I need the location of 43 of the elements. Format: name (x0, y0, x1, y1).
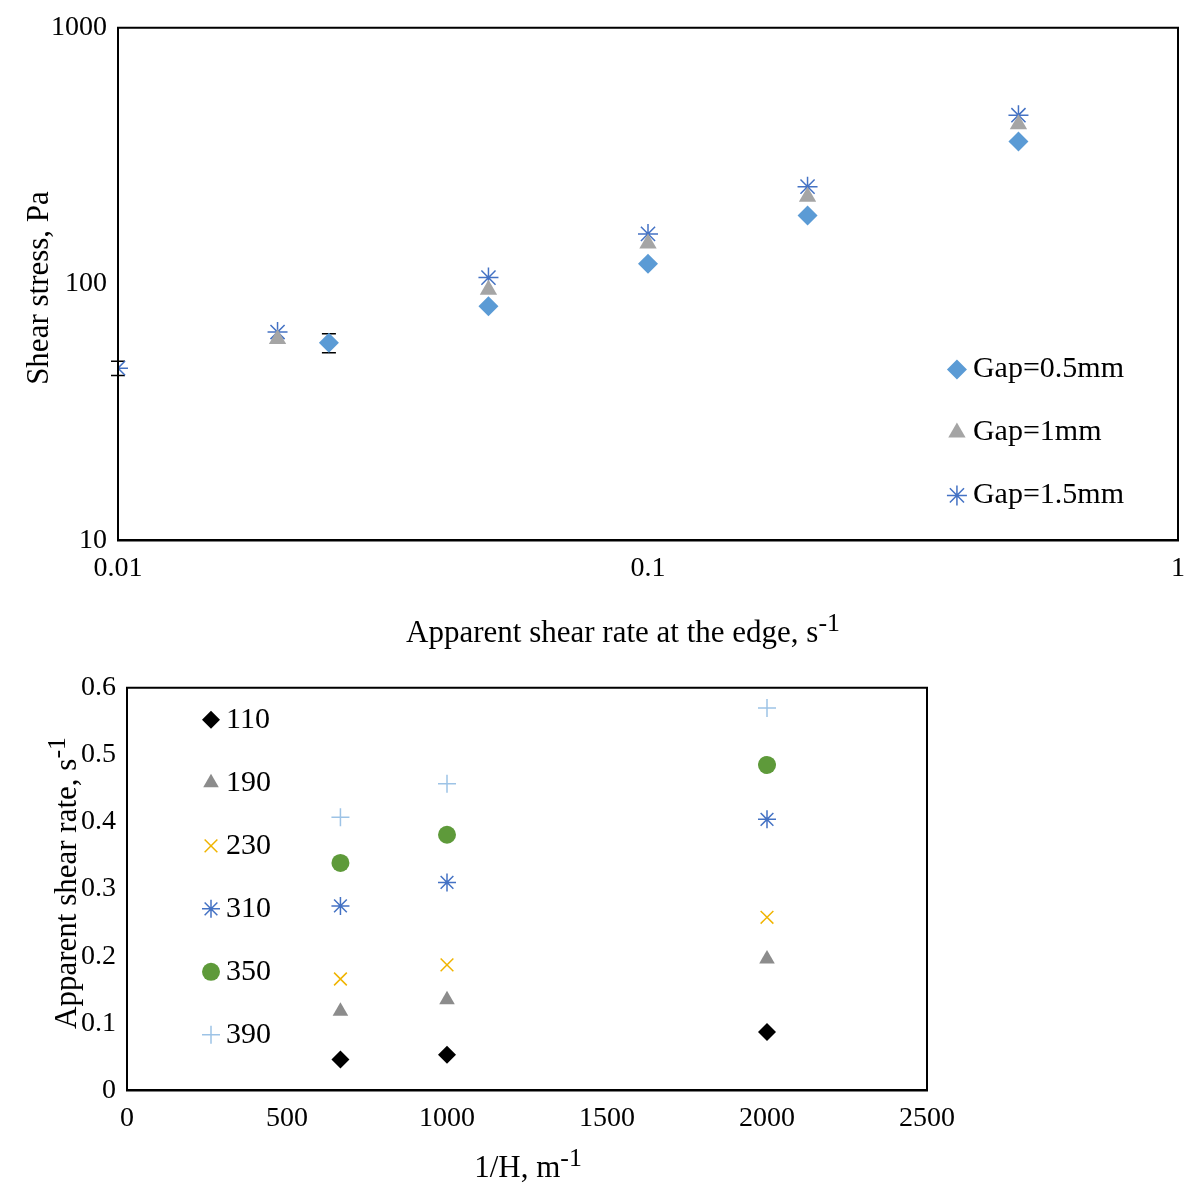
legend-label: Gap=1mm (972, 413, 1102, 447)
point (758, 755, 776, 774)
legend-label: 310 (226, 889, 271, 923)
point (330, 896, 351, 916)
legend-label: 110 (226, 700, 270, 734)
legend-label: Gap=1.5mm (972, 476, 1125, 510)
x-axis-title: Apparent shear rate at the edge, s$^{-1}$ (405, 608, 841, 651)
x-tick-label: 2500 (899, 1100, 955, 1132)
point (331, 853, 350, 872)
y-tick-label: 0.3 (81, 871, 116, 903)
y-tick-label: 0.6 (81, 670, 116, 702)
x-tick-label: 1500 (579, 1100, 635, 1132)
point (331, 1050, 350, 1069)
x-tick-label: 1000 (419, 1100, 475, 1132)
x-axis-title: 1/H, m$^{-1}$ (473, 1143, 583, 1186)
point (437, 872, 457, 893)
point (330, 807, 351, 828)
x-tick-label: 2000 (739, 1100, 795, 1132)
y-axis-title: Shear stress, Pa (20, 191, 56, 385)
y-tick-label: 0.5 (81, 737, 116, 769)
point (759, 910, 775, 925)
point (438, 825, 456, 844)
point (333, 971, 348, 987)
point (437, 774, 457, 794)
point (758, 1023, 776, 1042)
point (439, 957, 455, 973)
y-tick-label: 0.4 (81, 804, 116, 836)
legend-label: Gap=0.5mm (972, 350, 1125, 384)
legend-label: 390 (226, 1015, 271, 1049)
point (757, 809, 777, 830)
y-tick-label: 0.1 (81, 1005, 116, 1037)
x-tick-label: 500 (266, 1100, 308, 1132)
point (757, 698, 777, 718)
x-tick-label: 1 (1171, 550, 1185, 582)
y-tick-label: 1000 (51, 10, 107, 42)
x-tick-label: 0.1 (630, 550, 666, 582)
y-tick-label: 0 (102, 1072, 116, 1104)
legend-label: 190 (226, 763, 271, 797)
y-tick-label: 100 (65, 266, 107, 298)
y-tick-label: 0.2 (81, 938, 116, 970)
legend-label: 350 (226, 952, 271, 986)
legend-label: 230 (226, 826, 271, 860)
point (438, 1045, 456, 1064)
